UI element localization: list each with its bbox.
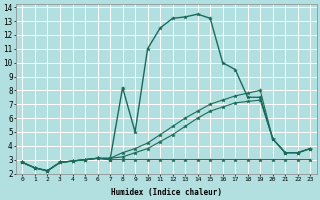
X-axis label: Humidex (Indice chaleur): Humidex (Indice chaleur) — [111, 188, 222, 197]
